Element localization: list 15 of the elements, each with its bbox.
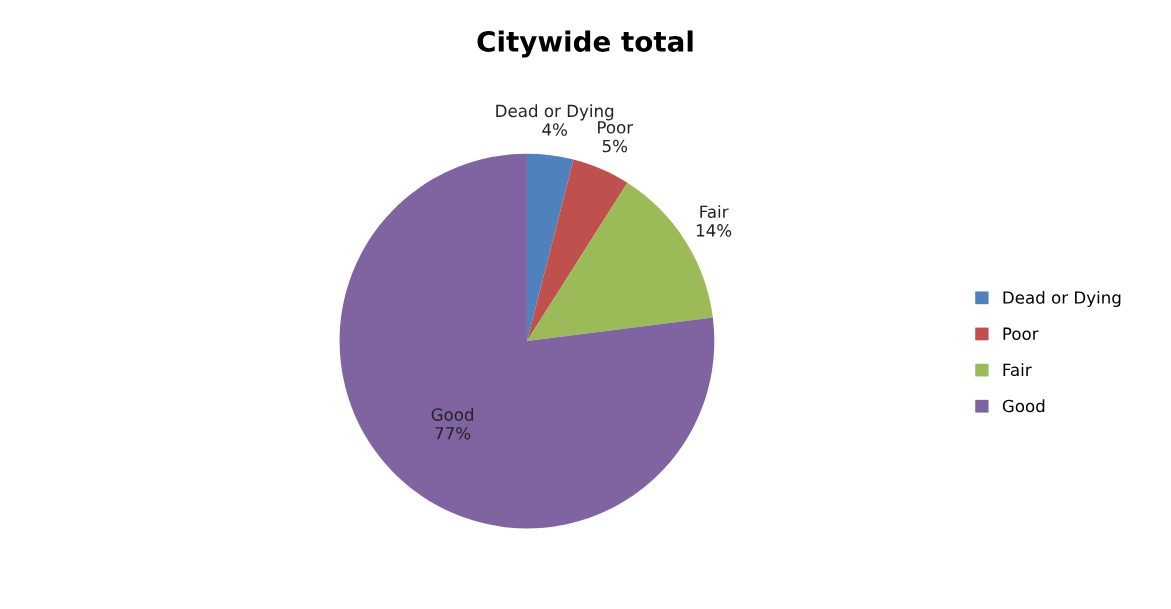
data-label: 5% [602, 139, 628, 153]
data-label: 4% [542, 123, 567, 136]
legend-label: Dead or Dying [1003, 290, 1121, 308]
slice-label: Fair [700, 205, 729, 219]
slice-label: Poor [598, 121, 634, 134]
slice-label: Good [431, 407, 474, 421]
slice-label: Dead or Dying [496, 104, 614, 121]
pie-slice [526, 153, 574, 342]
legend-label: Poor [1003, 327, 1039, 340]
legend-label: Good [1002, 399, 1045, 413]
pie-slice [526, 159, 628, 342]
data-label: 14% [696, 224, 732, 237]
legend-label: Fair [1003, 363, 1032, 377]
chart-title: Citywide total [477, 30, 693, 58]
data-label: 77% [435, 426, 471, 440]
